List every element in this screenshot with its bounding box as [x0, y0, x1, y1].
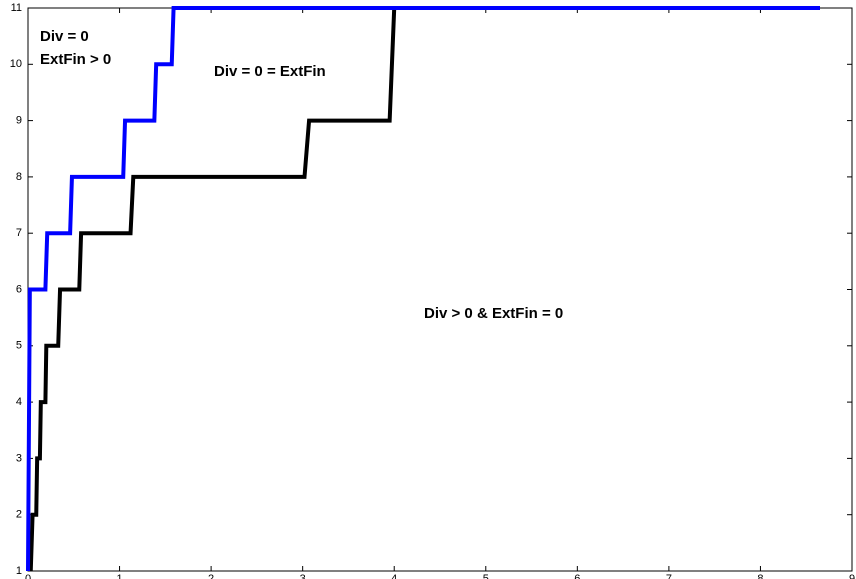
x-tick-label: 1: [116, 573, 122, 579]
y-tick-label: 7: [16, 227, 22, 239]
annotation: ExtFin > 0: [40, 51, 111, 68]
x-tick-label: 8: [757, 573, 763, 579]
y-tick-label: 4: [16, 396, 22, 408]
y-tick-label: 6: [16, 283, 22, 295]
annotation: Div > 0 & ExtFin = 0: [424, 305, 563, 322]
y-tick-label: 8: [16, 171, 22, 183]
y-tick-label: 9: [16, 115, 22, 127]
annotation: Div = 0: [40, 28, 89, 45]
step-line: [26, 6, 820, 572]
x-tick-label: 6: [574, 573, 580, 579]
y-tick-label: 2: [16, 509, 22, 521]
x-tick-label: 2: [208, 573, 214, 579]
y-tick-label: 10: [10, 58, 22, 70]
x-tick-label: 4: [391, 573, 397, 579]
x-tick-label: 7: [666, 573, 672, 579]
x-tick-label: 5: [483, 573, 489, 579]
annotation: Div = 0 = ExtFin: [214, 63, 326, 80]
x-tick-label: 3: [300, 573, 306, 579]
y-tick-label: 5: [16, 340, 22, 352]
step-line: [28, 6, 820, 572]
x-tick-label: 0: [25, 573, 31, 579]
plot-frame: [27, 7, 853, 572]
y-tick-label: 3: [16, 452, 22, 464]
y-tick-label: 1: [16, 565, 22, 577]
y-tick-label: 11: [11, 2, 22, 14]
x-tick-label: 9: [849, 573, 855, 579]
